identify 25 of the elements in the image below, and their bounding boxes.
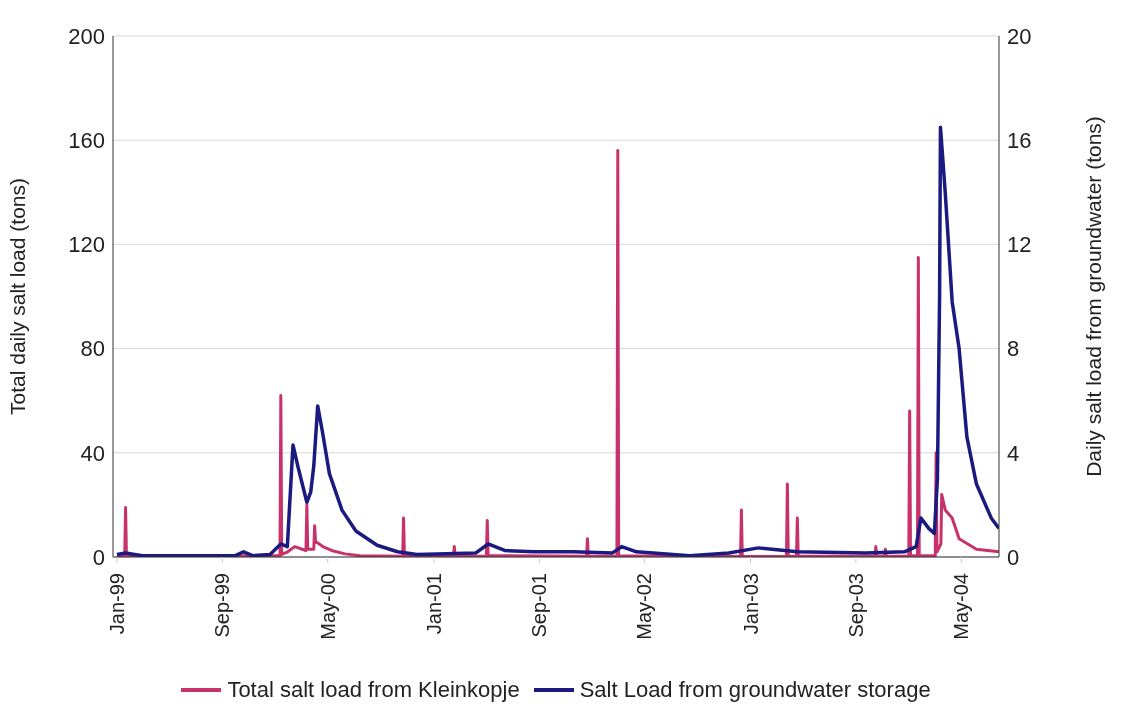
- y-tick-label: 0: [92, 544, 105, 570]
- y2-tick-label: 12: [1007, 232, 1032, 258]
- y-axis-title: Total daily salt load (tons): [6, 178, 30, 415]
- y2-tick-label: 16: [1007, 128, 1032, 154]
- legend-label: Salt Load from groundwater storage: [579, 677, 931, 703]
- x-tick-label: Jan-99: [105, 573, 128, 635]
- y2-tick-label: 0: [1007, 544, 1020, 570]
- y2-tick-label: 20: [1007, 23, 1032, 49]
- y2-tick-label: 4: [1007, 440, 1020, 466]
- x-tick-label: May-02: [633, 573, 656, 640]
- x-tick-label: May-04: [950, 573, 973, 640]
- y-tick-label: 40: [80, 440, 105, 466]
- y-tick-label: 200: [68, 23, 105, 49]
- x-tick-label: May-00: [316, 573, 339, 640]
- x-tick-label: Sep-03: [844, 573, 867, 638]
- legend-label: Total salt load from Kleinkopje: [227, 677, 520, 703]
- y-tick-label: 160: [68, 128, 105, 154]
- x-tick-label: Jan-03: [739, 573, 762, 635]
- y2-axis-title: Daily salt load from groundwater (tons): [1082, 116, 1106, 477]
- y-tick-label: 120: [68, 232, 105, 258]
- x-tick-label: Sep-99: [211, 573, 234, 638]
- x-tick-label: Jan-01: [422, 573, 445, 635]
- y2-tick-label: 8: [1007, 336, 1020, 362]
- y-tick-label: 80: [80, 336, 105, 362]
- x-tick-label: Sep-01: [528, 573, 551, 638]
